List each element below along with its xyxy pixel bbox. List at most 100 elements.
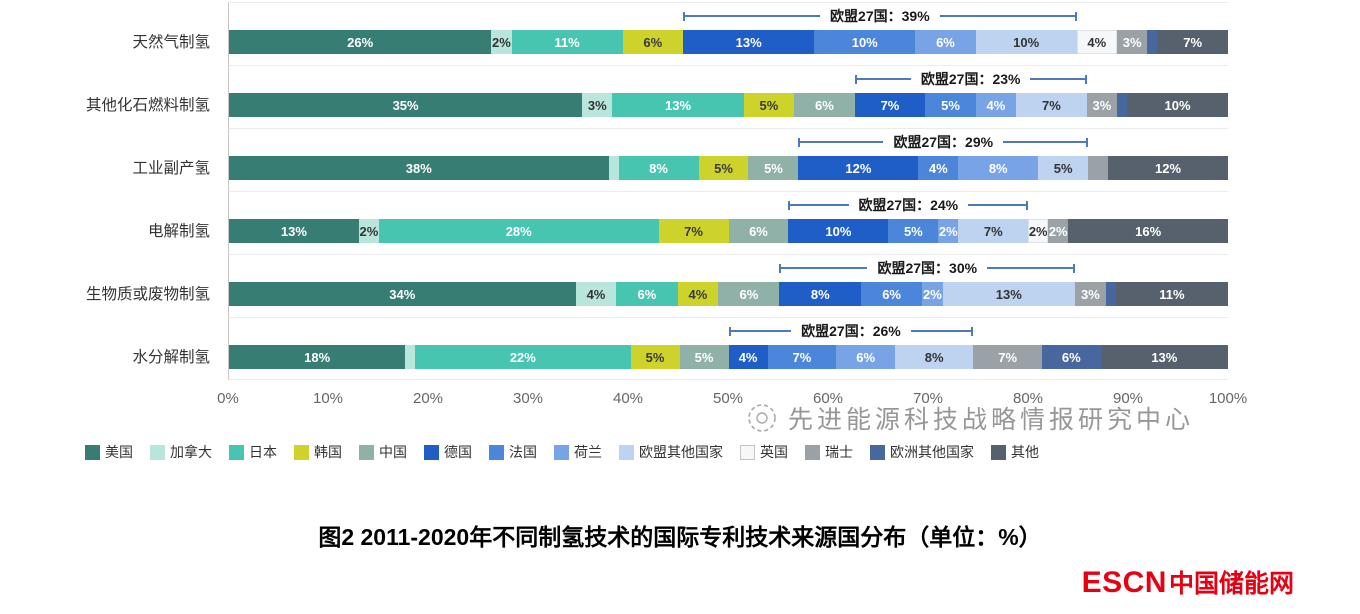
segment-uk: 4% xyxy=(1076,30,1117,54)
segment-netherlands: 4% xyxy=(975,93,1017,117)
segment-germany: 4% xyxy=(728,345,768,369)
segment-us: 38% xyxy=(229,156,609,180)
watermark: 先进能源科技战略情报研究中心 xyxy=(745,400,1194,436)
legend-swatch-korea xyxy=(294,444,309,460)
segment-korea: 5% xyxy=(698,156,749,180)
segment-value-label: 4% xyxy=(586,286,606,302)
segment-value-label: 3% xyxy=(1092,97,1112,113)
segment-japan: 13% xyxy=(612,93,744,117)
legend-item-canada: 加拿大 xyxy=(150,442,212,462)
row-plot: 欧盟27国：24% 13% 2% 28% 7% 6% 10% 5% 2% 7% 2% 2% 16% xyxy=(228,191,1229,254)
segment-canada xyxy=(405,345,416,369)
segment-value-label: 4% xyxy=(928,160,948,176)
segment-value-label: 4% xyxy=(1087,34,1107,50)
segment-us: 34% xyxy=(229,282,576,306)
segment-canada: 3% xyxy=(582,93,613,117)
legend: 美国 加拿大 日本 韩国 中国 德国 法国 荷兰 欧盟其他国家 英国 瑞士 欧洲其他国家 其他 xyxy=(85,442,1360,462)
segment-value-label: 7% xyxy=(792,349,812,365)
segment-switzerland xyxy=(1088,156,1109,180)
segment-value-label: 13% xyxy=(735,34,762,50)
segment-china: 5% xyxy=(679,345,729,369)
bracket-line xyxy=(910,330,972,332)
segment-eu_other: 13% xyxy=(942,282,1076,306)
legend-swatch-us xyxy=(85,444,100,460)
eu27-share-label: 欧盟27国：29% xyxy=(893,134,994,150)
legend-swatch-other xyxy=(991,444,1006,460)
row-plot: 欧盟27国：23% 35% 3% 13% 5% 6% 7% 5% 4% 7% 3% 10% xyxy=(228,65,1228,128)
legend-item-europe_other: 欧洲其他国家 xyxy=(870,442,974,462)
segment-value-label: 4% xyxy=(688,286,708,302)
segment-france: 6% xyxy=(861,282,923,306)
bracket-tick xyxy=(683,11,686,21)
segment-value-label: 10% xyxy=(825,223,852,239)
segment-value-label: 26% xyxy=(347,34,374,50)
x-axis-ticks: 0% 10% 20% 30% 40% 50% 60% 70% 80% 90% 100% xyxy=(217,380,1247,416)
segment-value-label: 2% xyxy=(359,223,379,239)
x-axis: 0% 10% 20% 30% 40% 50% 60% 70% 80% 90% 100% xyxy=(0,380,1247,416)
legend-item-china: 中国 xyxy=(359,442,407,462)
segment-germany: 13% xyxy=(683,30,815,54)
legend-swatch-canada xyxy=(150,444,165,460)
segment-value-label: 2% xyxy=(1028,223,1048,239)
segment-eu_other: 5% xyxy=(1038,156,1089,180)
segment-us: 18% xyxy=(229,345,406,369)
legend-label: 美国 xyxy=(105,444,133,460)
eu27-bracket: 欧盟27国：24% xyxy=(788,197,1029,213)
segment-value-label: 3% xyxy=(1080,286,1100,302)
segment-value-label: 6% xyxy=(749,223,768,239)
segment-value-label: 11% xyxy=(554,34,580,50)
eu27-share-label: 欧盟27国：39% xyxy=(830,8,930,24)
page: 天然气制氢 欧盟27国：39% 26% 2% 11% 6% 13% 10% 6% 10% 4% 3% 7… xyxy=(0,2,1360,599)
bracket-tick xyxy=(971,326,974,336)
segment-europe_other xyxy=(1147,30,1158,54)
segment-value-label: 7% xyxy=(1183,34,1203,50)
segment-china: 6% xyxy=(728,219,789,243)
segment-netherlands: 2% xyxy=(922,282,943,306)
chart-row-5: 生物质或废物制氢 欧盟27国：30% 34% 4% 6% 4% 6% 8% 6% 2% 13% 3% 1… xyxy=(0,254,1228,317)
segment-japan: 22% xyxy=(415,345,631,369)
segment-value-label: 7% xyxy=(1042,97,1061,113)
segment-value-label: 5% xyxy=(694,349,714,365)
segment-other: 11% xyxy=(1115,282,1228,306)
bracket-line xyxy=(939,15,1075,17)
segment-korea: 5% xyxy=(630,345,680,369)
segment-france: 10% xyxy=(814,30,916,54)
legend-swatch-europe_other xyxy=(870,444,885,460)
segment-value-label: 13% xyxy=(665,97,692,113)
legend-swatch-france xyxy=(489,444,504,460)
segment-netherlands: 6% xyxy=(915,30,976,54)
category-label: 天然气制氢 xyxy=(132,34,210,51)
legend-swatch-switzerland xyxy=(805,444,820,460)
bracket-line xyxy=(730,330,792,332)
bracket-line xyxy=(790,204,849,206)
segment-value-label: 2% xyxy=(1048,223,1068,239)
legend-label: 其他 xyxy=(1011,444,1039,460)
segment-korea: 4% xyxy=(677,282,719,306)
segment-uk: 2% xyxy=(1028,219,1049,243)
segment-china: 6% xyxy=(794,93,855,117)
segment-france: 5% xyxy=(888,219,939,243)
segment-canada: 4% xyxy=(575,282,617,306)
segment-value-label: 35% xyxy=(392,97,419,113)
x-tick-label: 80% xyxy=(1012,390,1044,407)
segment-germany: 8% xyxy=(779,282,862,306)
bracket-line xyxy=(856,78,911,80)
segment-value-label: 4% xyxy=(738,349,758,365)
segment-germany: 7% xyxy=(854,93,926,117)
segment-korea: 6% xyxy=(622,30,684,54)
row-plot: 欧盟27国：30% 34% 4% 6% 4% 6% 8% 6% 2% 13% 3% 11% xyxy=(228,254,1228,317)
segment-value-label: 13% xyxy=(280,223,307,239)
legend-label: 韩国 xyxy=(314,444,342,460)
x-tick-label: 20% xyxy=(412,390,444,407)
segment-value-label: 10% xyxy=(1013,34,1040,50)
segment-value-label: 28% xyxy=(505,223,532,239)
segment-europe_other: 6% xyxy=(1041,345,1101,369)
x-tick-label: 100% xyxy=(1208,390,1248,407)
segment-value-label: 6% xyxy=(936,34,955,50)
segment-eu_other: 8% xyxy=(895,345,974,369)
segment-france: 7% xyxy=(767,345,837,369)
legend-label: 德国 xyxy=(444,444,472,460)
segment-value-label: 5% xyxy=(759,97,779,113)
bracket-line xyxy=(800,141,884,143)
legend-swatch-eu_other xyxy=(619,444,634,460)
